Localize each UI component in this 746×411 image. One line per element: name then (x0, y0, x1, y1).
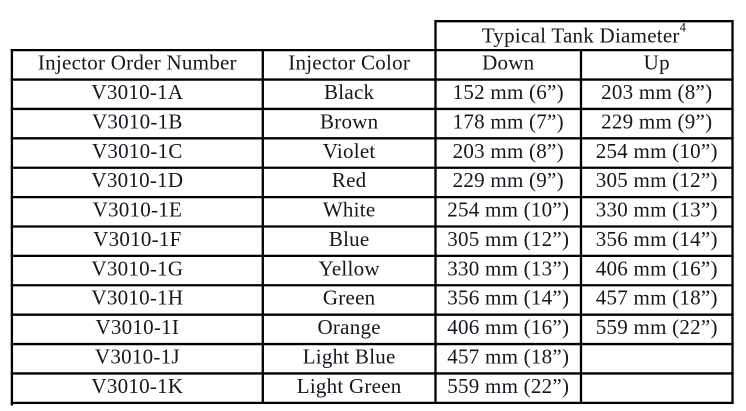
svg-text:V3010-1G: V3010-1G (91, 256, 183, 280)
svg-text:V3010-1A: V3010-1A (91, 80, 183, 104)
svg-text:457 mm (18”): 457 mm (18”) (447, 345, 569, 369)
svg-text:V3010-1K: V3010-1K (91, 374, 183, 398)
svg-text:V3010-1E: V3010-1E (93, 198, 183, 222)
svg-text:Injector Color: Injector Color (288, 50, 410, 74)
svg-text:Light Blue: Light Blue (303, 345, 396, 369)
svg-text:203 mm (8”): 203 mm (8”) (601, 80, 712, 104)
svg-text:406 mm (16”): 406 mm (16”) (596, 256, 718, 280)
svg-text:457 mm (18”): 457 mm (18”) (596, 286, 718, 310)
svg-text:Brown: Brown (320, 109, 379, 133)
svg-text:178 mm (7”): 178 mm (7”) (453, 109, 564, 133)
svg-text:Green: Green (323, 286, 376, 310)
svg-text:406 mm (16”): 406 mm (16”) (447, 315, 569, 339)
svg-text:Injector Order Number: Injector Order Number (38, 50, 237, 74)
svg-text:V3010-1C: V3010-1C (92, 139, 183, 163)
svg-text:Typical Tank Diameter4: Typical Tank Diameter4 (482, 20, 687, 47)
svg-text:330 mm (13”): 330 mm (13”) (596, 198, 718, 222)
svg-text:White: White (323, 198, 376, 222)
svg-text:356 mm (14”): 356 mm (14”) (596, 227, 718, 251)
svg-text:Black: Black (324, 80, 374, 104)
svg-text:559 mm (22”): 559 mm (22”) (447, 374, 569, 398)
svg-text:330 mm (13”): 330 mm (13”) (447, 256, 569, 280)
svg-text:203 mm (8”): 203 mm (8”) (453, 139, 564, 163)
svg-text:Light Green: Light Green (297, 374, 402, 398)
svg-text:229 mm (9”): 229 mm (9”) (453, 168, 564, 192)
svg-text:Yellow: Yellow (319, 256, 381, 280)
svg-text:Orange: Orange (317, 315, 380, 339)
svg-text:V3010-1F: V3010-1F (93, 227, 181, 251)
svg-text:Violet: Violet (323, 139, 376, 163)
svg-text:V3010-1D: V3010-1D (91, 168, 183, 192)
svg-text:305 mm (12”): 305 mm (12”) (447, 227, 569, 251)
svg-text:V3010-1I: V3010-1I (96, 315, 180, 339)
svg-text:356 mm (14”): 356 mm (14”) (447, 286, 569, 310)
svg-text:Down: Down (482, 50, 535, 74)
svg-text:Blue: Blue (329, 227, 370, 251)
svg-text:229 mm (9”): 229 mm (9”) (601, 109, 712, 133)
svg-text:Red: Red (332, 168, 367, 192)
svg-text:305 mm (12”): 305 mm (12”) (596, 168, 718, 192)
svg-text:V3010-1H: V3010-1H (91, 286, 183, 310)
svg-text:254 mm (10”): 254 mm (10”) (596, 139, 718, 163)
svg-text:V3010-1J: V3010-1J (95, 345, 180, 369)
svg-text:559 mm (22”): 559 mm (22”) (596, 315, 718, 339)
svg-text:V3010-1B: V3010-1B (92, 109, 183, 133)
svg-text:Up: Up (644, 50, 670, 74)
svg-text:152 mm (6”): 152 mm (6”) (453, 80, 564, 104)
svg-text:254 mm (10”): 254 mm (10”) (447, 198, 569, 222)
